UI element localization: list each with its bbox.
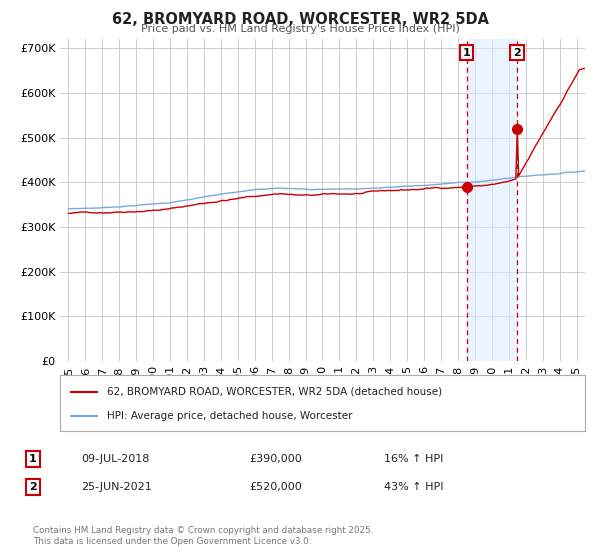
Text: HPI: Average price, detached house, Worcester: HPI: Average price, detached house, Worc… xyxy=(107,410,353,421)
Text: £520,000: £520,000 xyxy=(249,482,302,492)
Text: Contains HM Land Registry data © Crown copyright and database right 2025.
This d: Contains HM Land Registry data © Crown c… xyxy=(33,526,373,546)
Text: 1: 1 xyxy=(463,48,470,58)
Text: 43% ↑ HPI: 43% ↑ HPI xyxy=(384,482,443,492)
Text: 09-JUL-2018: 09-JUL-2018 xyxy=(81,454,149,464)
Text: 16% ↑ HPI: 16% ↑ HPI xyxy=(384,454,443,464)
Text: £390,000: £390,000 xyxy=(249,454,302,464)
Text: 2: 2 xyxy=(513,48,521,58)
Text: 62, BROMYARD ROAD, WORCESTER, WR2 5DA (detached house): 62, BROMYARD ROAD, WORCESTER, WR2 5DA (d… xyxy=(107,387,442,397)
Bar xyxy=(467,39,517,361)
Text: 1: 1 xyxy=(29,454,37,464)
Text: 25-JUN-2021: 25-JUN-2021 xyxy=(81,482,152,492)
Text: Price paid vs. HM Land Registry's House Price Index (HPI): Price paid vs. HM Land Registry's House … xyxy=(140,24,460,34)
Text: 62, BROMYARD ROAD, WORCESTER, WR2 5DA: 62, BROMYARD ROAD, WORCESTER, WR2 5DA xyxy=(112,12,488,27)
Text: 2: 2 xyxy=(29,482,37,492)
